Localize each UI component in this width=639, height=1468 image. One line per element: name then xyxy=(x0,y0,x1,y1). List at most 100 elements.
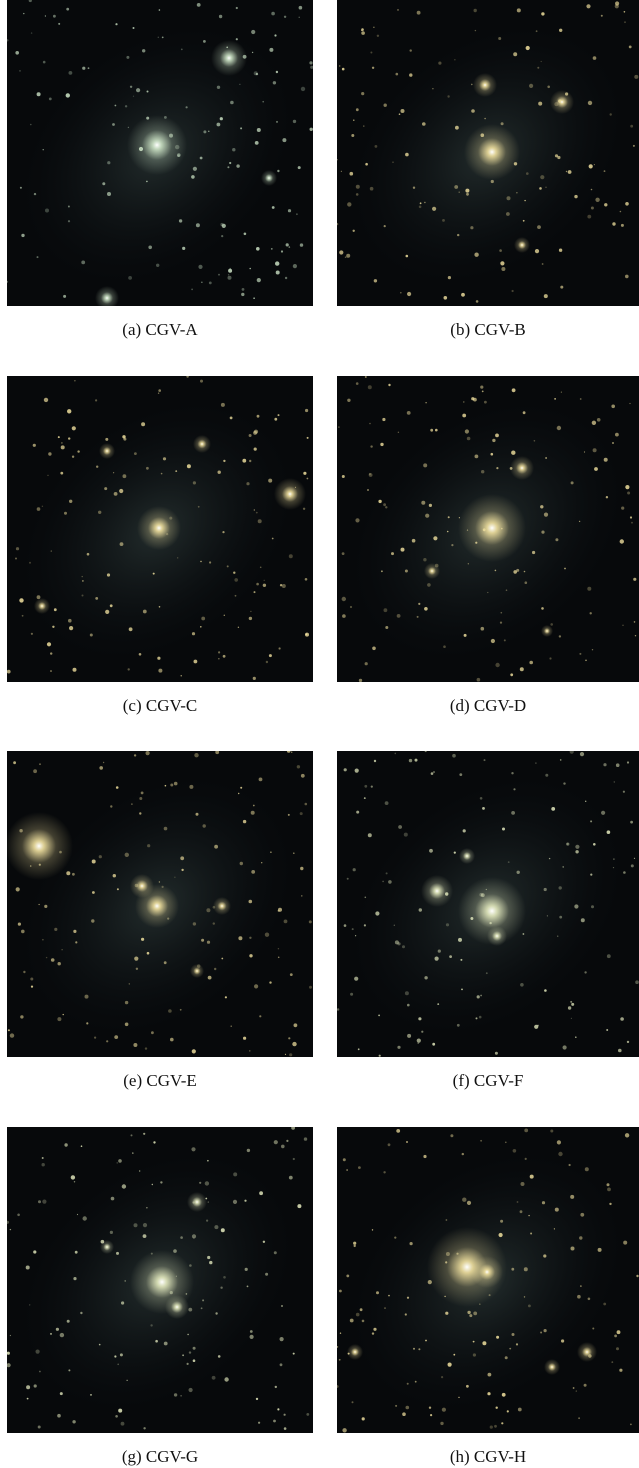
simulation-image xyxy=(7,1127,313,1433)
star xyxy=(233,1172,238,1177)
star xyxy=(611,404,615,409)
star xyxy=(443,296,448,300)
galaxy-halo xyxy=(165,1295,189,1319)
star xyxy=(36,507,41,511)
star xyxy=(36,256,39,259)
star xyxy=(250,810,255,815)
star xyxy=(69,499,73,503)
star xyxy=(513,52,518,57)
star xyxy=(288,1175,293,1180)
star xyxy=(30,123,32,126)
star xyxy=(243,232,247,236)
star xyxy=(279,1363,283,1367)
star xyxy=(138,653,142,656)
star xyxy=(516,568,520,572)
star xyxy=(562,1045,567,1050)
star xyxy=(409,1242,413,1246)
star xyxy=(158,9,161,11)
star xyxy=(587,1297,591,1301)
star xyxy=(59,1392,63,1396)
star xyxy=(524,199,526,202)
star xyxy=(139,812,142,815)
simulation-image xyxy=(337,1127,639,1433)
star xyxy=(627,491,631,495)
star xyxy=(277,948,280,950)
star xyxy=(343,924,347,927)
star xyxy=(342,1158,346,1162)
star xyxy=(21,929,25,934)
star xyxy=(400,547,405,552)
star xyxy=(368,473,373,477)
star xyxy=(131,803,133,805)
star xyxy=(139,1170,141,1172)
star xyxy=(23,12,25,15)
star xyxy=(545,457,547,459)
star xyxy=(404,569,408,573)
star xyxy=(451,544,454,547)
star xyxy=(540,1331,543,1334)
star xyxy=(206,940,211,944)
star xyxy=(384,1307,386,1309)
star xyxy=(363,797,366,799)
star xyxy=(215,751,220,755)
star xyxy=(458,937,462,942)
star xyxy=(504,1356,508,1360)
star xyxy=(127,126,130,129)
star xyxy=(633,621,636,623)
star xyxy=(161,36,164,39)
star xyxy=(120,1421,125,1426)
star xyxy=(72,667,77,672)
star xyxy=(402,945,405,949)
star xyxy=(186,376,189,378)
star xyxy=(430,772,434,775)
star xyxy=(394,940,399,945)
star xyxy=(447,276,451,280)
star xyxy=(292,264,297,269)
star xyxy=(77,450,80,453)
star xyxy=(212,922,215,925)
star xyxy=(122,435,126,439)
star xyxy=(430,428,434,432)
star xyxy=(530,1232,533,1235)
star xyxy=(511,289,514,293)
star xyxy=(388,880,392,884)
star xyxy=(502,827,505,831)
star xyxy=(578,1417,580,1420)
star xyxy=(127,668,130,671)
star xyxy=(139,797,143,800)
star xyxy=(274,1385,277,1389)
star xyxy=(91,859,96,864)
star xyxy=(276,120,278,123)
star xyxy=(220,402,225,407)
star xyxy=(155,1339,158,1343)
star xyxy=(575,1390,577,1392)
star xyxy=(506,212,510,216)
star xyxy=(482,1341,487,1346)
star xyxy=(501,1422,504,1425)
galaxy-halo xyxy=(471,1256,503,1288)
star xyxy=(151,1031,154,1035)
star xyxy=(308,920,312,924)
star xyxy=(466,1384,469,1388)
star xyxy=(520,1182,525,1186)
star xyxy=(442,219,445,222)
star xyxy=(528,1304,531,1308)
star xyxy=(141,422,146,427)
star xyxy=(424,201,426,204)
star xyxy=(135,967,139,970)
star xyxy=(622,790,625,793)
star xyxy=(265,1272,269,1276)
star xyxy=(365,162,368,166)
star xyxy=(583,1383,587,1387)
star xyxy=(480,1139,482,1142)
star xyxy=(351,134,355,137)
star xyxy=(19,598,24,603)
star xyxy=(418,1017,422,1021)
star xyxy=(416,615,419,618)
star xyxy=(112,874,117,878)
star xyxy=(447,516,450,519)
star xyxy=(475,300,479,303)
star xyxy=(447,1362,452,1367)
galaxy-halo xyxy=(459,848,475,864)
star xyxy=(207,1255,211,1260)
